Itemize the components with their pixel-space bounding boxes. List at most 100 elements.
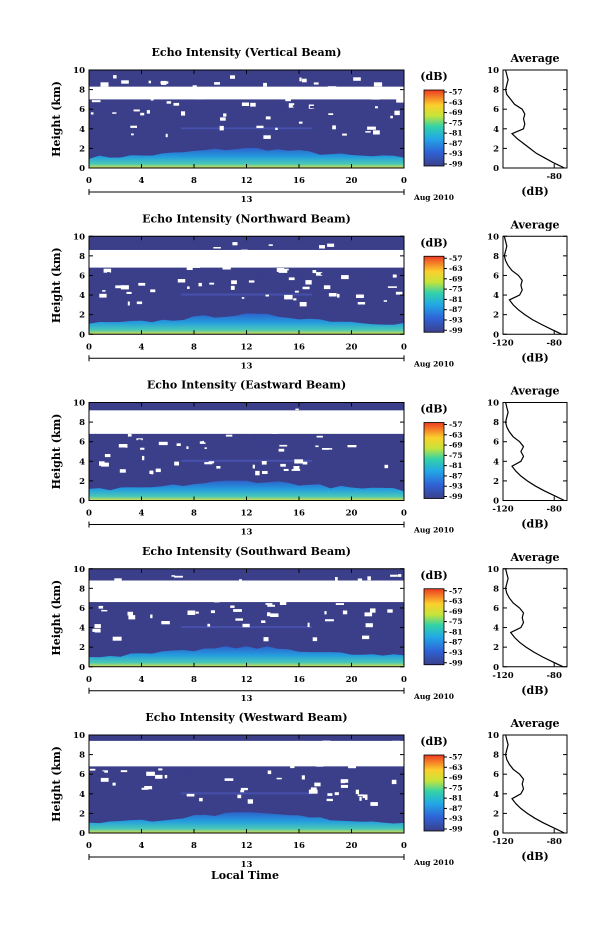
no-echo-speck [391, 779, 397, 785]
day-label: 13 [241, 528, 253, 538]
no-echo-speck [166, 250, 174, 253]
profile-line [504, 734, 565, 834]
no-echo-speck [281, 91, 286, 96]
no-echo-speck [361, 93, 369, 98]
y-tick-label: 2 [79, 477, 85, 487]
no-echo-speck [285, 98, 291, 102]
no-echo-speck [124, 265, 132, 268]
x-tick-label: 16 [293, 509, 305, 519]
no-echo-speck [161, 621, 170, 625]
no-echo-speck [334, 792, 339, 796]
echo-speck [292, 105, 296, 108]
panel-title: Echo Intensity (Eastward Beam) [147, 379, 346, 392]
no-echo-speck [369, 760, 377, 764]
echo-speck [311, 607, 316, 610]
profile-y-tick-label: 10 [487, 731, 499, 741]
no-echo-speck [247, 746, 254, 750]
no-echo-speck [388, 414, 396, 419]
no-echo-speck [127, 611, 133, 616]
no-echo-speck [173, 102, 180, 106]
y-tick-label: 6 [79, 105, 85, 115]
echo-speck [359, 773, 364, 775]
no-echo-speck [267, 253, 274, 258]
no-echo-speck [181, 111, 186, 116]
echo-speck [101, 439, 106, 442]
no-echo-speck [263, 637, 269, 642]
no-echo-speck [340, 784, 348, 788]
no-echo-speck [120, 285, 129, 290]
no-echo-speck [166, 101, 172, 104]
colorbar-tick-label: -87 [449, 471, 463, 480]
colorbar-unit: (dB) [420, 735, 447, 748]
no-echo-speck [127, 301, 130, 306]
no-echo-speck [315, 445, 319, 448]
no-echo-speck [294, 459, 304, 464]
no-echo-speck [394, 750, 401, 753]
no-echo-speck [387, 286, 397, 288]
no-echo-speck [191, 762, 197, 766]
colorbar-tick-label: -57 [449, 254, 463, 263]
no-echo-speck [384, 464, 389, 469]
no-echo-speck [176, 443, 181, 446]
profile-frame [502, 402, 568, 501]
profile-x-tick-label: -120 [492, 505, 513, 515]
y-tick-label: 0 [79, 164, 85, 174]
no-echo-speck [104, 454, 111, 458]
no-echo-band [89, 410, 404, 434]
no-echo-speck [195, 96, 204, 100]
y-axis-label: Height (km) [50, 746, 63, 822]
no-echo-speck [265, 294, 269, 297]
no-echo-speck [327, 243, 335, 247]
echo-speck [263, 439, 271, 442]
echo-speck [245, 269, 251, 272]
x-tick-label: 4 [139, 176, 145, 186]
no-echo-speck [334, 592, 343, 595]
y-tick-label: 4 [79, 291, 85, 301]
no-echo-speck [174, 575, 183, 578]
no-echo-speck [94, 624, 101, 629]
y-tick-label: 6 [79, 271, 85, 281]
no-echo-band [89, 580, 404, 603]
echo-speck [363, 439, 366, 442]
no-echo-speck [100, 82, 109, 87]
echo-speck [254, 437, 262, 440]
no-echo-speck [158, 441, 168, 446]
no-echo-speck [229, 591, 235, 593]
no-echo-speck [192, 264, 201, 268]
echo-speck [321, 102, 325, 104]
y-tick-label: 8 [79, 584, 85, 594]
no-echo-speck [261, 89, 270, 93]
no-echo-speck [361, 751, 364, 755]
panel-title: Echo Intensity (Southward Beam) [142, 545, 351, 558]
no-echo-speck [350, 261, 357, 264]
colorbar-tick-label: -69 [449, 108, 463, 117]
no-echo-speck [341, 275, 349, 280]
echo-speck [151, 605, 156, 607]
profile-y-tick-label: 4 [493, 125, 499, 135]
y-tick-label: 2 [79, 809, 85, 819]
no-echo-speck [204, 462, 213, 465]
no-echo-speck [283, 753, 288, 757]
no-echo-speck [390, 574, 398, 577]
x-tick-label: 4 [139, 841, 145, 851]
no-echo-speck [372, 428, 380, 433]
y-tick-label: 8 [79, 86, 85, 96]
no-echo-speck [231, 280, 237, 285]
x-tick-label: 12 [241, 675, 253, 685]
echo-speck [129, 103, 132, 106]
colorbar-tick-label: -75 [449, 617, 463, 626]
no-echo-speck [367, 126, 376, 130]
colorbar-tick-label: -99 [449, 492, 463, 501]
colorbar-tick-label: -63 [449, 264, 463, 273]
no-echo-speck [394, 110, 400, 116]
no-echo-speck [310, 787, 317, 792]
no-echo-speck [347, 259, 355, 262]
colorbar-tick-label: -57 [449, 420, 463, 429]
profile-y-tick-label: 8 [493, 252, 499, 262]
echo-speck [256, 270, 261, 273]
no-echo-speck [214, 264, 217, 268]
no-echo-speck [267, 411, 271, 414]
no-echo-speck [118, 580, 124, 584]
y-axis-label: Height (km) [50, 580, 63, 656]
